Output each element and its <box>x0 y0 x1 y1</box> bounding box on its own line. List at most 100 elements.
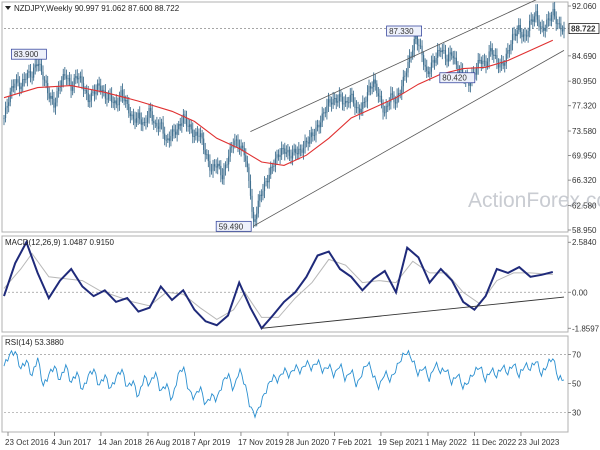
candle-body <box>150 107 152 112</box>
candle-body <box>332 99 334 105</box>
candle-body <box>209 161 211 171</box>
candle-body <box>423 55 425 65</box>
candle-body <box>522 34 525 38</box>
price-plot: 83.900 59.490 87.330 80.420 <box>3 0 568 232</box>
candle-body <box>173 129 175 132</box>
rsi-panel <box>1 335 569 433</box>
candle-body <box>424 64 426 67</box>
candle-body <box>530 19 532 21</box>
candle-body <box>76 76 78 80</box>
x-tick-label: 4 Jun 2017 <box>51 438 91 447</box>
price-label: 59.490 <box>219 222 244 231</box>
candle-body <box>137 112 139 118</box>
rsi-plot <box>3 349 568 419</box>
candle-body <box>529 20 531 31</box>
candle-body <box>293 148 295 153</box>
candle-body <box>184 114 186 118</box>
candle-body <box>56 91 58 103</box>
candle-body <box>398 93 400 96</box>
candle-body <box>176 129 178 135</box>
candle-body <box>418 44 420 46</box>
candle-body <box>348 102 350 104</box>
candle-body <box>142 122 144 125</box>
candle-body <box>231 146 233 148</box>
candle-body <box>374 79 376 84</box>
x-tick-label: 1 May 2022 <box>425 438 467 447</box>
candle-body <box>458 70 461 73</box>
candle-body <box>268 174 270 183</box>
candle-body <box>563 26 565 32</box>
candle-body <box>25 79 27 81</box>
candle-body <box>391 93 394 95</box>
candle-body <box>454 57 456 59</box>
candle-body <box>198 135 200 137</box>
candle-body <box>249 180 252 196</box>
candle-body <box>405 72 408 76</box>
candle-body <box>433 59 436 63</box>
candle-body <box>260 194 262 196</box>
candle-body <box>279 155 281 158</box>
candle-body <box>316 124 319 128</box>
macd-y-tick-label: 0.00 <box>572 288 588 297</box>
candle-body <box>190 124 192 130</box>
candle-body <box>410 55 412 57</box>
candle-body <box>510 43 512 51</box>
candle-body <box>229 147 231 157</box>
candle-body <box>493 54 495 56</box>
candle-body <box>199 133 202 137</box>
candle-body <box>550 15 553 21</box>
candle-body <box>234 140 236 146</box>
candle-body <box>120 90 122 97</box>
candle-body <box>429 71 431 75</box>
candle-body <box>427 71 429 75</box>
candle-body <box>446 58 448 62</box>
candle-body <box>438 50 440 51</box>
candle-body <box>262 191 264 196</box>
candle-body <box>45 80 47 84</box>
x-axis: 23 Oct 2016 4 Jun 2017 14 Jan 2018 26 Aug 2… <box>5 432 560 447</box>
candle-body <box>486 61 489 67</box>
candle-body <box>146 117 149 123</box>
candle-body <box>195 131 197 137</box>
candle-body <box>167 138 169 140</box>
candle-body <box>218 163 220 166</box>
candle-body <box>61 80 63 88</box>
candle-body <box>504 63 506 66</box>
candle-body <box>201 133 203 139</box>
candle-body <box>154 122 156 124</box>
candle-body <box>384 112 386 114</box>
candle-body <box>337 101 339 103</box>
candle-body <box>125 99 127 102</box>
candle-body <box>96 83 99 90</box>
candle-body <box>251 195 253 212</box>
candle-body <box>170 135 172 141</box>
candle-body <box>14 83 16 88</box>
candle-body <box>3 118 5 119</box>
candle-body <box>519 25 521 32</box>
candle-body <box>285 152 287 154</box>
candle-body <box>299 148 301 150</box>
candle-body <box>220 165 222 176</box>
candle-body <box>215 166 217 168</box>
candle-body <box>23 79 25 80</box>
candle-body <box>162 122 164 134</box>
candle-body <box>213 164 216 167</box>
candle-body <box>54 102 57 108</box>
candle-body <box>182 114 184 124</box>
candle-body <box>181 123 183 126</box>
candle-body <box>455 57 457 65</box>
candle-body <box>57 87 60 92</box>
candle-body <box>516 30 518 37</box>
candle-body <box>156 122 158 127</box>
candle-body <box>371 87 373 89</box>
candle-body <box>273 166 275 168</box>
candle-body <box>515 33 517 37</box>
candle-body <box>558 23 560 25</box>
price-label: 87.330 <box>389 27 414 36</box>
candle-body <box>40 63 43 72</box>
candle-body <box>552 8 554 16</box>
candle-body <box>377 93 379 97</box>
price-header: NZDJPY,Weekly 90.997 91.062 87.600 88.72… <box>14 4 180 13</box>
candle-body <box>206 154 208 156</box>
candle-body <box>399 93 401 95</box>
